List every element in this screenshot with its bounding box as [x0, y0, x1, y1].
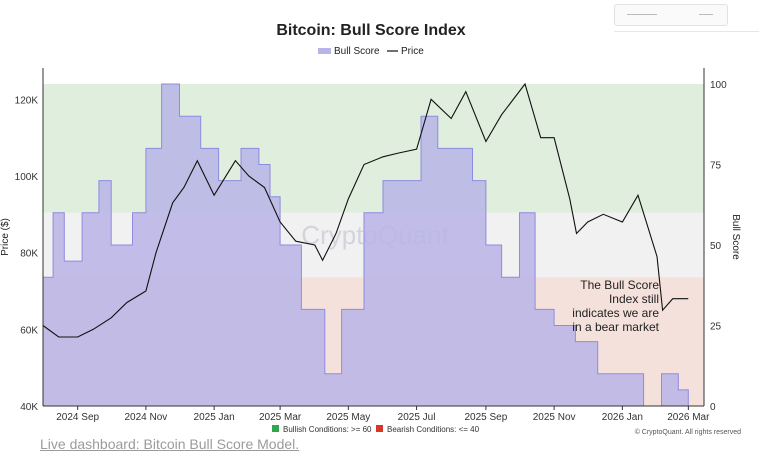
right-ticks: 0 25 50 75 100: [710, 80, 727, 413]
x-tick-label: 2025 Jan: [194, 412, 235, 423]
y-right-tick-label: 50: [710, 241, 722, 252]
legend-price-label: Price: [401, 46, 424, 57]
bullish-condition-swatch: [272, 425, 279, 432]
bull-score-line: [43, 83, 704, 407]
annotation-line-3: indicates we are: [572, 306, 659, 320]
y-left-tick-label: 100K: [15, 172, 39, 183]
bearish-condition-label: Bearish Conditions: <= 40: [387, 425, 480, 434]
top-right-divider: [614, 31, 759, 32]
x-tick-label: 2024 Nov: [124, 412, 167, 423]
annotation-line-1: The Bull Score: [580, 278, 659, 292]
x-tick-label: 2025 Nov: [533, 412, 576, 423]
conditions-legend: Bullish Conditions: >= 60 Bearish Condit…: [272, 425, 480, 434]
x-tick-label: 2026 Mar: [667, 412, 710, 423]
x-tick-label: 2025 Jul: [398, 412, 436, 423]
y-left-tick-label: 120K: [15, 95, 39, 106]
y-right-tick-label: 25: [710, 322, 722, 333]
annotation-line-2: Index still: [609, 292, 659, 306]
bullish-zone: [43, 84, 704, 213]
bull-score-area: [43, 84, 704, 406]
x-tick-label: 2024 Sep: [56, 412, 99, 423]
x-tick-label: 2026 Jan: [602, 412, 643, 423]
x-tick-label: 2025 Mar: [259, 412, 302, 423]
top-right-control-placeholder: [627, 14, 657, 15]
y-left-tick-label: 80K: [20, 249, 38, 260]
y-right-axis-title: Bull Score: [730, 214, 741, 260]
y-left-tick-label: 40K: [20, 402, 38, 413]
legend-bull-score-swatch: [318, 48, 331, 54]
legend-bull-score-label: Bull Score: [334, 46, 380, 57]
price-line: [42, 82, 689, 338]
y-right-tick-label: 75: [710, 161, 722, 172]
chart-title: Bitcoin: Bull Score Index: [276, 22, 465, 39]
top-right-control-placeholder-2: [699, 14, 713, 15]
y-right-tick-label: 0: [710, 402, 716, 413]
top-right-control[interactable]: [614, 4, 728, 26]
annotation: The Bull Score Index still indicates we …: [572, 278, 659, 334]
y-left-tick-label: 60K: [20, 325, 38, 336]
left-ticks: 40K 60K 80K 100K 120K: [15, 95, 39, 413]
copyright-text: © CryptoQuant. All rights reserved: [635, 428, 741, 436]
live-dashboard-link[interactable]: Live dashboard: Bitcoin Bull Score Model…: [40, 436, 300, 452]
bearish-condition-swatch: [376, 425, 383, 432]
y-right-tick-label: 100: [710, 80, 727, 91]
bullish-condition-label: Bullish Conditions: >= 60: [283, 425, 372, 434]
legend: Bull Score Price: [318, 46, 424, 57]
x-ticks: 2024 Sep 2024 Nov 2025 Jan 2025 Mar 2025 May…: [56, 406, 710, 423]
x-tick-label: 2025 Sep: [464, 412, 507, 423]
annotation-line-4: in a bear market: [572, 320, 659, 334]
y-left-axis-title: Price ($): [0, 218, 11, 256]
x-tick-label: 2025 May: [326, 412, 370, 423]
